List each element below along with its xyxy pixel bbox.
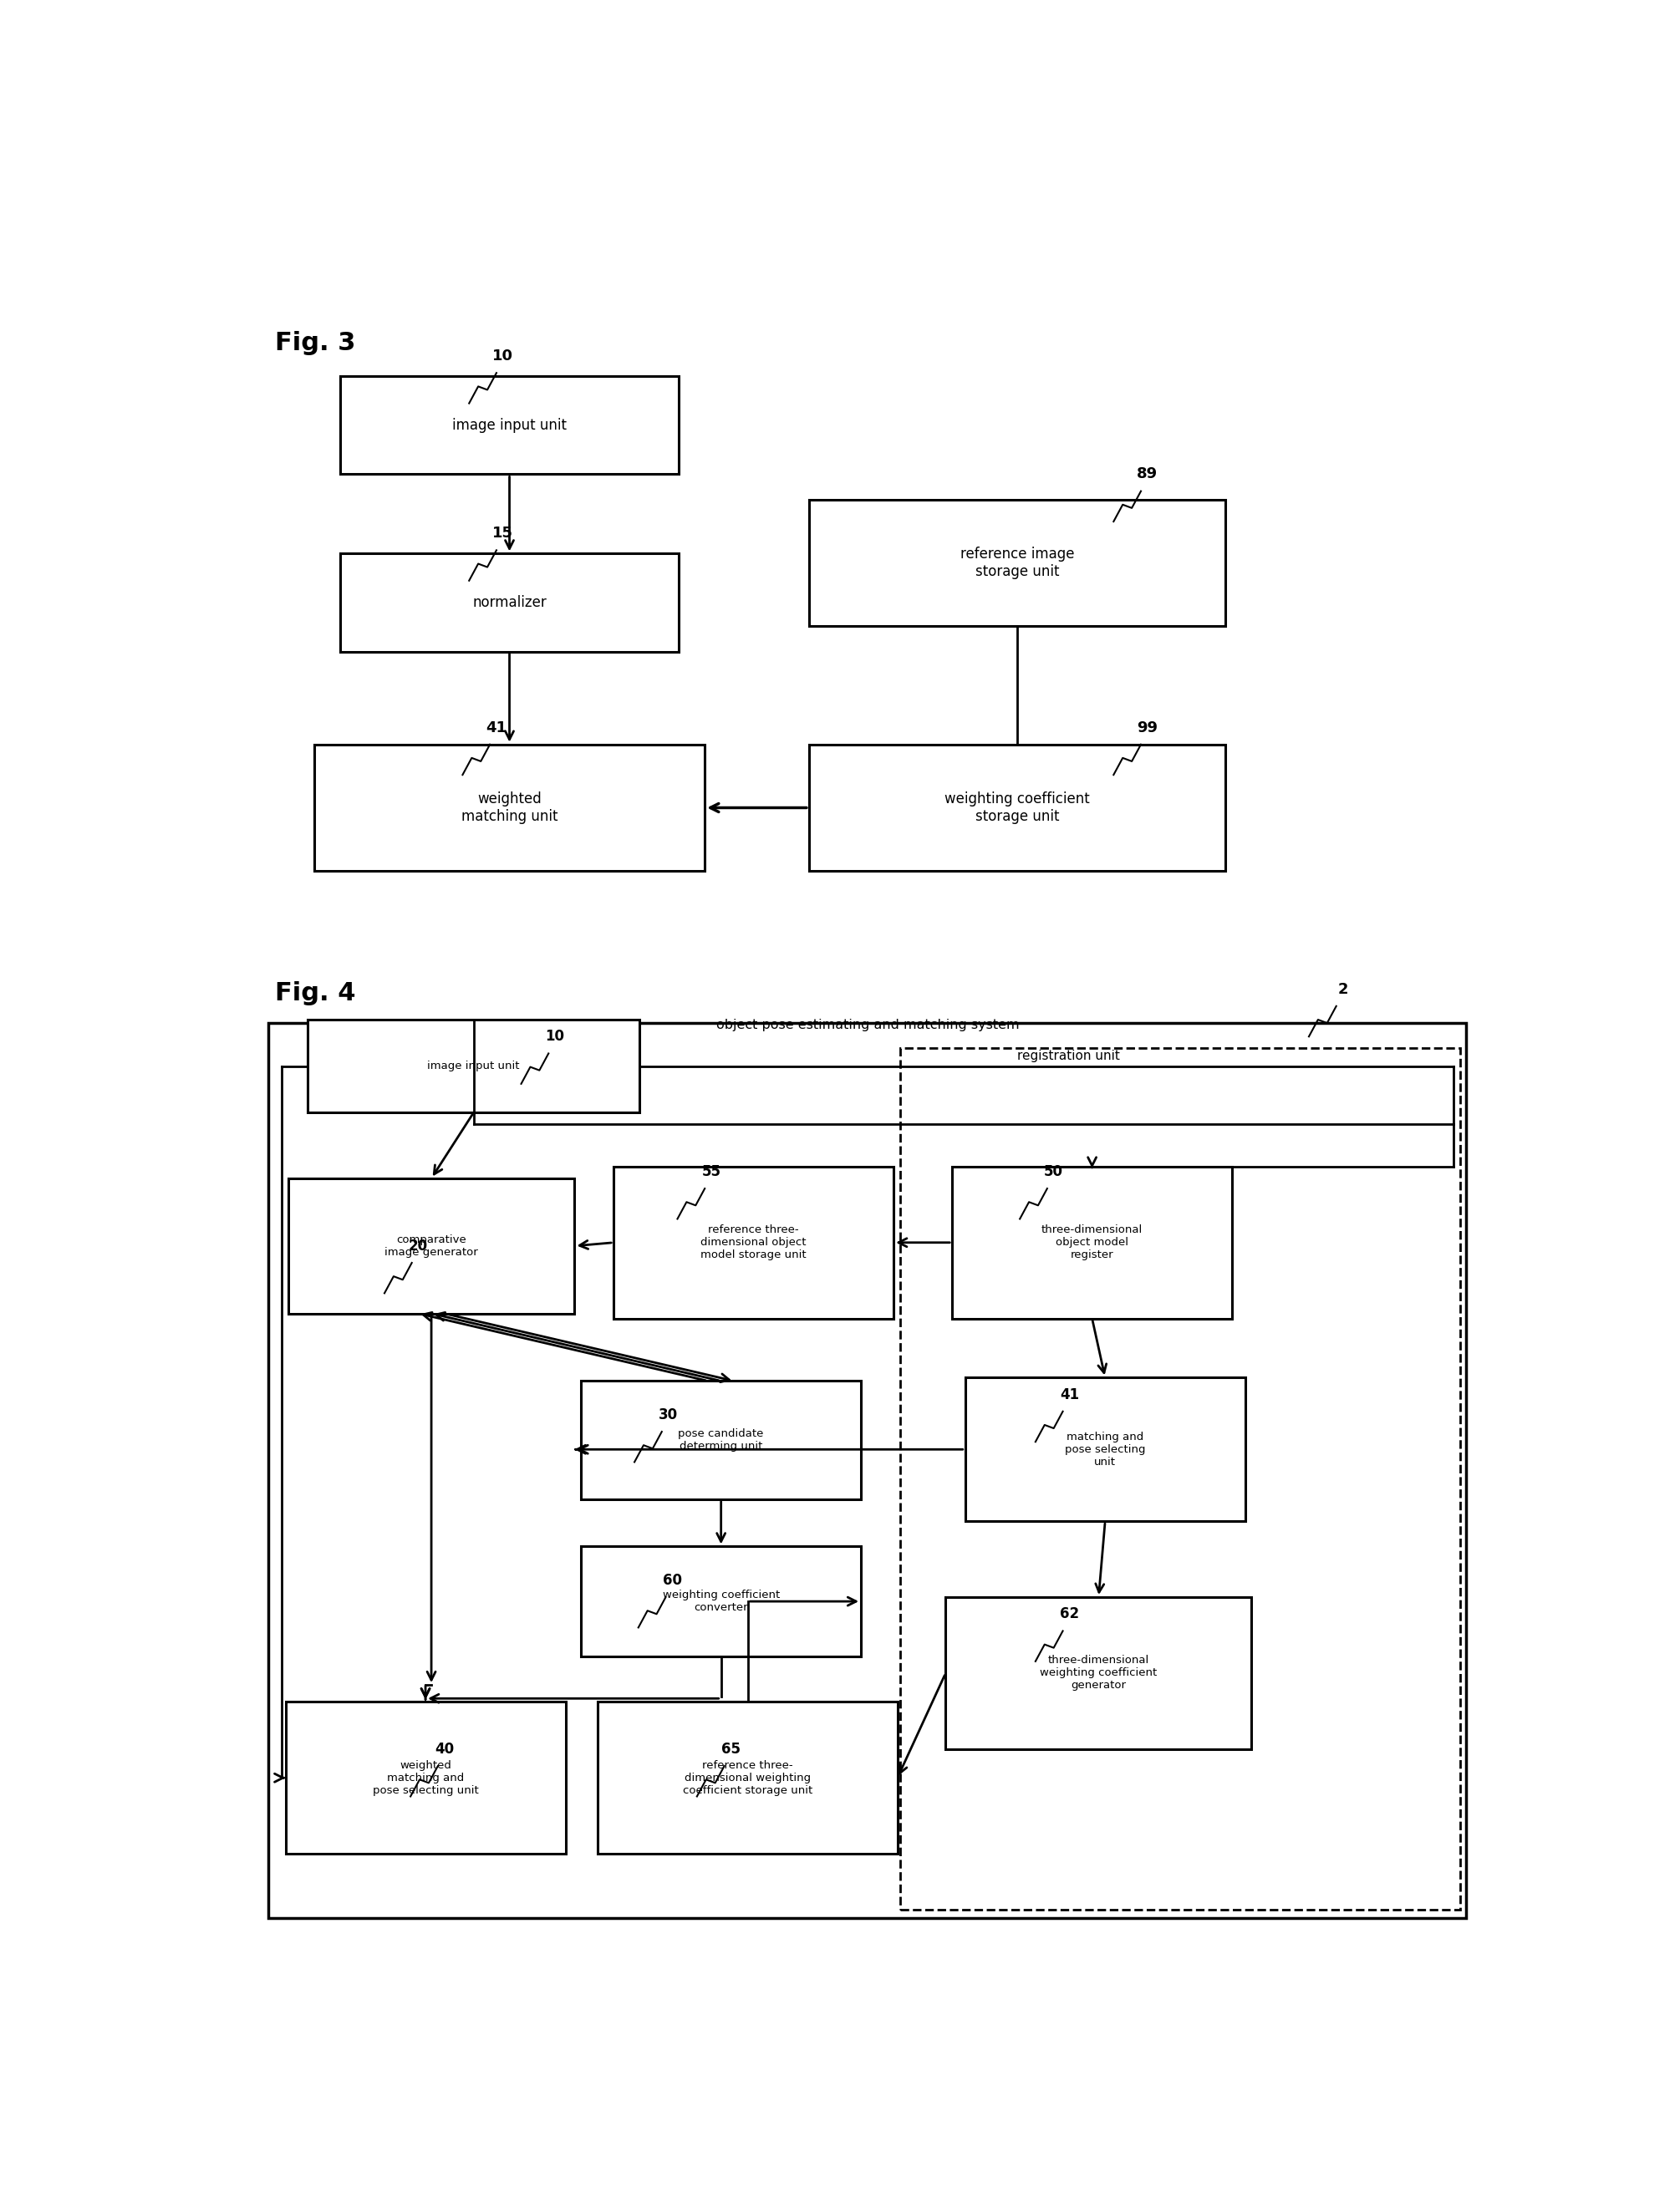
Bar [810,743,1226,871]
Text: 30: 30 [659,1408,679,1423]
Text: three-dimensional
object model
register: three-dimensional object model register [1042,1224,1142,1261]
Bar [900,1048,1460,1910]
Text: 20: 20 [408,1239,428,1254]
Bar [341,377,679,474]
Text: object pose estimating and matching system: object pose estimating and matching syst… [716,1020,1020,1031]
Text: 40: 40 [435,1741,454,1757]
Text: pose candidate
determing unit: pose candidate determing unit [679,1428,764,1452]
Bar [964,1377,1245,1522]
Bar [810,500,1226,627]
Text: weighted
matching unit: weighted matching unit [462,792,558,825]
Bar [341,553,679,651]
Text: 41: 41 [486,719,507,735]
Text: 60: 60 [662,1572,682,1588]
Bar [613,1167,894,1318]
Text: 41: 41 [1060,1386,1079,1401]
Text: 89: 89 [1137,467,1158,482]
Bar [286,1702,566,1853]
Text: registration unit: registration unit [1018,1048,1121,1061]
Text: weighting coefficient
converter: weighting coefficient converter [662,1590,780,1614]
Bar [953,1167,1231,1318]
Text: image input unit: image input unit [427,1061,519,1072]
Bar [581,1546,860,1656]
Text: 62: 62 [1060,1607,1079,1621]
Bar [307,1020,640,1112]
Text: weighting coefficient
storage unit: weighting coefficient storage unit [944,792,1090,825]
Text: 10: 10 [492,349,514,364]
Text: reference three-
dimensional object
model storage unit: reference three- dimensional object mode… [701,1224,806,1261]
Text: three-dimensional
weighting coefficient
generator: three-dimensional weighting coefficient … [1040,1656,1158,1691]
Text: comparative
image generator: comparative image generator [385,1235,479,1257]
Bar [598,1702,897,1853]
Text: weighted
matching and
pose selecting unit: weighted matching and pose selecting uni… [373,1759,479,1796]
Text: 15: 15 [492,526,514,542]
Bar [946,1597,1252,1750]
Text: image input unit: image input unit [452,417,566,432]
Text: 2: 2 [1337,982,1347,998]
Text: normalizer: normalizer [472,594,546,610]
Text: 99: 99 [1137,719,1158,735]
Text: matching and
pose selecting
unit: matching and pose selecting unit [1065,1432,1146,1467]
Bar [289,1178,575,1314]
Text: 65: 65 [721,1741,741,1757]
Bar [581,1382,860,1500]
Text: 55: 55 [702,1164,721,1180]
Bar [269,1022,1467,1919]
Text: 50: 50 [1043,1164,1063,1180]
Text: 10: 10 [546,1029,564,1044]
Text: Fig. 3: Fig. 3 [276,331,356,355]
Bar [314,743,706,871]
Text: reference three-
dimensional weighting
coefficient storage unit: reference three- dimensional weighting c… [682,1759,813,1796]
Text: Fig. 4: Fig. 4 [276,980,356,1004]
Text: reference image
storage unit: reference image storage unit [961,546,1074,579]
